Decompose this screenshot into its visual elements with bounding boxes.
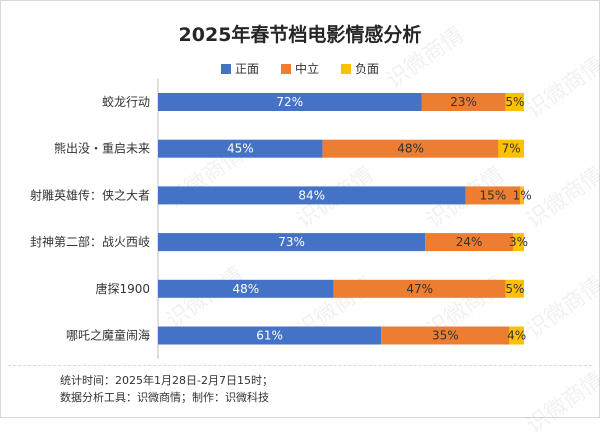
legend-label-neutral: 中立 <box>294 62 319 76</box>
data-label: 23% <box>450 95 477 109</box>
legend-label-positive: 正面 <box>234 62 259 76</box>
bar-segment <box>158 186 466 205</box>
legend-item-negative: 负面 <box>341 60 379 77</box>
bar-segment <box>513 233 524 252</box>
data-label: 15% <box>480 188 507 202</box>
data-label: 84% <box>298 188 325 202</box>
legend-swatch-neutral <box>280 63 291 74</box>
bar-segment <box>498 139 524 158</box>
data-label: 48% <box>233 282 260 296</box>
data-label: 35% <box>432 329 459 343</box>
data-label: 3% <box>509 235 528 249</box>
data-label: 48% <box>397 142 424 156</box>
bar-segment <box>509 326 524 345</box>
data-label: 47% <box>406 282 433 296</box>
bar-segment <box>465 186 521 205</box>
category-label: 蛟龙行动 <box>102 94 150 109</box>
footer-line-tools: 数据分析工具：识微商情；制作：识微科技 <box>60 391 269 404</box>
stacked-bar-chart: 蛟龙行动 72% 23% 5% 熊出没・重启未来 45% 48% 7% 射雕英雄传：侠之大者 84… <box>30 78 532 359</box>
bar-segment <box>158 326 382 345</box>
bar-segment <box>158 139 323 158</box>
data-label: 5% <box>505 282 524 296</box>
bar-segment <box>333 279 506 298</box>
legend-swatch-positive <box>220 63 231 74</box>
category-label: 射雕英雄传：侠之大者 <box>30 187 150 202</box>
footer-line-time: 统计时间：2025年1月28日-2月7日15时； <box>60 374 273 387</box>
data-label: 73% <box>278 235 305 249</box>
chart-title: 2025年春节档电影情感分析 <box>178 24 422 46</box>
data-label: 4% <box>507 329 526 343</box>
chart-card <box>0 0 600 418</box>
footer-notes: 统计时间：2025年1月28日-2月7日15时； 数据分析工具：识微商情；制作：… <box>60 372 273 406</box>
data-label: 72% <box>276 95 303 109</box>
legend-swatch-negative <box>341 63 351 74</box>
data-label: 61% <box>256 329 283 343</box>
bar-segment <box>421 93 506 111</box>
bar-segment <box>505 279 524 298</box>
category-label: 封神第二部：战火西岐 <box>30 234 150 249</box>
legend-item-positive: 正面 <box>220 60 259 77</box>
bar-segment <box>381 326 510 345</box>
bar-segment <box>322 139 499 158</box>
legend-item-neutral: 中立 <box>280 60 319 77</box>
bar-segment <box>520 186 524 205</box>
bar-segment <box>158 279 334 298</box>
legend: 正面 中立 负面 <box>0 60 600 77</box>
data-label: 45% <box>227 142 254 156</box>
category-label: 哪吒之魔童闹海 <box>66 328 150 343</box>
bar-segment <box>158 233 426 252</box>
category-label: 唐探1900 <box>95 281 150 296</box>
bar-segment <box>505 93 524 111</box>
bar-segment <box>425 233 514 252</box>
category-label: 熊出没・重启未来 <box>54 141 150 156</box>
footer-divider <box>8 365 592 366</box>
bar-segment <box>158 93 422 111</box>
data-label: 1% <box>513 188 532 202</box>
data-label: 5% <box>505 95 524 109</box>
data-label: 7% <box>502 142 521 156</box>
legend-label-negative: 负面 <box>355 62 380 76</box>
data-label: 24% <box>456 235 483 249</box>
